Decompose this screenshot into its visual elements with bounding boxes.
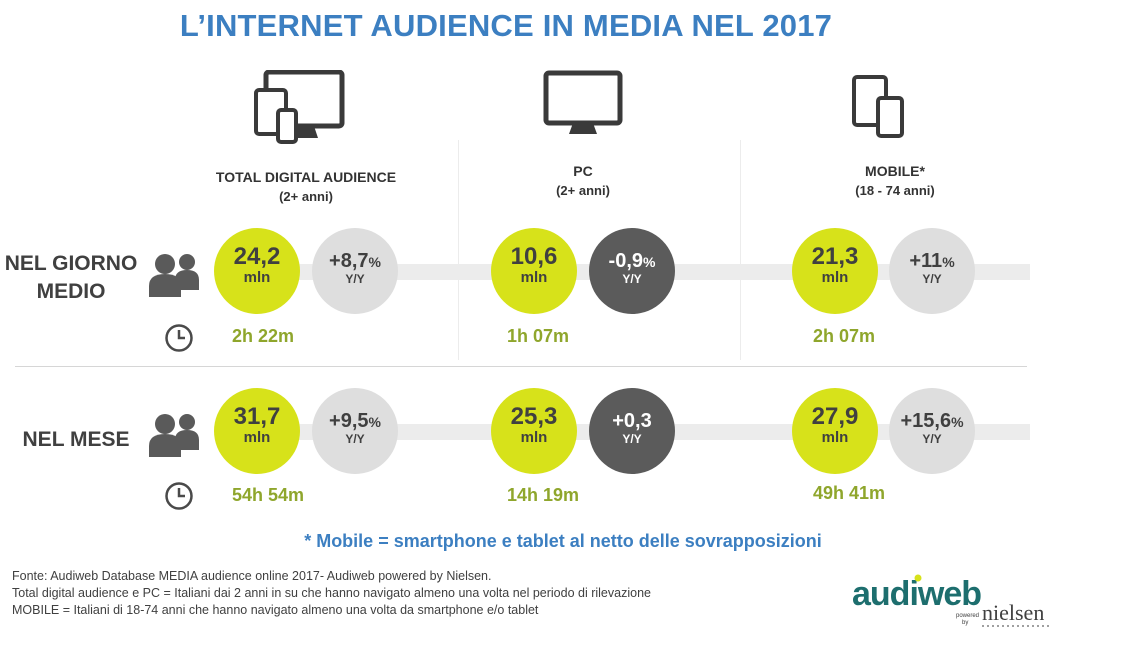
time-value: 49h 41m — [813, 483, 886, 503]
audience-unit: mln — [243, 429, 271, 446]
time-value: 2h 22m — [232, 326, 295, 346]
audience-unit: mln — [821, 429, 849, 446]
column-separator — [740, 140, 741, 360]
row-label-line: NEL MESE — [22, 428, 130, 451]
audience-unit: mln — [520, 429, 548, 446]
change-circle: +11% Y/Y — [889, 228, 975, 314]
audience-unit: mln — [821, 269, 849, 286]
column-header-sub: (2+ anni) — [556, 183, 610, 198]
clock-icon — [165, 482, 193, 510]
audience-circle: 27,9 mln — [792, 388, 878, 474]
column-header-pc: PC (2+ anni) — [473, 162, 693, 200]
yy-label: Y/Y — [622, 432, 642, 446]
time-value: 14h 19m — [507, 485, 580, 505]
change-unit: % — [368, 414, 381, 430]
yy-label: Y/Y — [345, 272, 365, 286]
source-line: Total digital audience e PC = Italiani d… — [12, 586, 651, 600]
people-icon — [149, 414, 199, 457]
change-value: +0,3 — [612, 410, 652, 432]
audience-unit: mln — [243, 269, 271, 286]
yy-label: Y/Y — [622, 272, 642, 286]
svg-text:nielsen: nielsen — [982, 600, 1044, 625]
audience-circle: 31,7 mln — [214, 388, 300, 474]
clock-icon — [165, 324, 193, 352]
change-circle: +15,6% Y/Y — [889, 388, 975, 474]
svg-text:by: by — [962, 620, 968, 626]
yy-label: Y/Y — [922, 432, 942, 446]
audience-circle: 24,2 mln — [214, 228, 300, 314]
row-label-line: MEDIO — [36, 280, 106, 303]
row-label-giorno-medio: NEL GIORNO MEDIO — [0, 250, 142, 306]
change-circle: +8,7% Y/Y — [312, 228, 398, 314]
yy-label: Y/Y — [922, 272, 942, 286]
mobile-devices-icon — [852, 75, 904, 138]
multi-device-icon — [254, 70, 345, 144]
audience-value: 31,7 — [233, 403, 281, 430]
column-header-total-digital: TOTAL DIGITAL AUDIENCE (2+ anni) — [196, 168, 416, 206]
audience-unit: mln — [520, 269, 548, 286]
change-value: +9,5 — [329, 410, 369, 432]
change-unit: % — [942, 254, 955, 270]
audience-value: 10,6 — [510, 243, 558, 270]
audience-value: 25,3 — [510, 403, 558, 430]
change-circle: -0,9% Y/Y — [589, 228, 675, 314]
change-value: +11 — [909, 250, 943, 272]
column-header-label: MOBILE* — [865, 163, 925, 179]
time-value: 54h 54m — [232, 485, 305, 505]
change-value: +15,6 — [900, 410, 952, 432]
change-value: +8,7 — [329, 250, 369, 272]
mobile-footnote: * Mobile = smartphone e tablet al netto … — [304, 531, 822, 551]
column-separator — [458, 140, 459, 360]
time-value: 2h 07m — [813, 326, 876, 346]
row-label-mese: NEL MESE — [10, 426, 142, 454]
row-label-line: NEL GIORNO — [4, 252, 138, 275]
source-line: MOBILE = Italiani di 18-74 anni che hann… — [12, 603, 539, 617]
audience-value: 27,9 — [811, 403, 859, 430]
audience-circle: 21,3 mln — [792, 228, 878, 314]
audience-circle: 25,3 mln — [491, 388, 577, 474]
monitor-icon — [543, 70, 623, 134]
column-header-sub: (2+ anni) — [279, 189, 333, 204]
column-header-mobile: MOBILE* (18 - 74 anni) — [785, 162, 1005, 200]
change-unit: % — [368, 254, 381, 270]
change-unit: % — [951, 414, 964, 430]
column-header-label: PC — [573, 163, 593, 179]
change-value: -0,9 — [608, 250, 643, 272]
page-title: L’INTERNET AUDIENCE IN MEDIA NEL 2017 — [179, 8, 833, 43]
change-circle: +0,3 Y/Y — [589, 388, 675, 474]
change-circle: +9,5% Y/Y — [312, 388, 398, 474]
column-header-label: TOTAL DIGITAL AUDIENCE — [215, 169, 397, 185]
row-divider — [15, 366, 1027, 367]
audience-circle: 10,6 mln — [491, 228, 577, 314]
audience-value: 24,2 — [233, 243, 281, 270]
yy-label: Y/Y — [345, 432, 365, 446]
audiweb-nielsen-logo: audiweb powered by nielsen — [852, 574, 1050, 627]
column-header-sub: (18 - 74 anni) — [855, 183, 935, 198]
audience-value: 21,3 — [811, 243, 859, 270]
svg-text:powered: powered — [956, 613, 979, 619]
source-line: Fonte: Audiweb Database MEDIA audience o… — [12, 569, 492, 583]
time-value: 1h 07m — [507, 326, 570, 346]
people-icon — [149, 254, 199, 297]
change-unit: % — [643, 254, 656, 270]
